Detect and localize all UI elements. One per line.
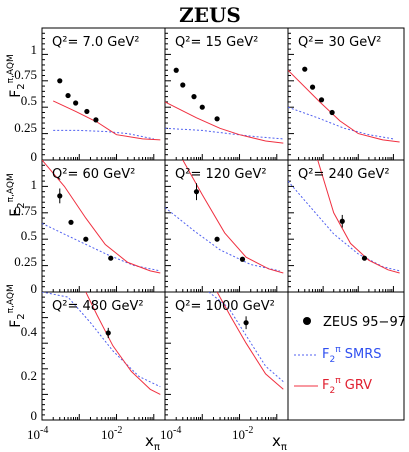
data-point <box>65 92 71 99</box>
x-tick-label: 10-4 <box>160 425 181 442</box>
legend-grv-label: F2π GRV <box>322 376 372 396</box>
legend-smrs-label: F2π SMRS <box>322 345 382 365</box>
legend-data-label: ZEUS 95−97 <box>323 315 406 330</box>
y-axis-label-top: F2π,AQM <box>6 54 27 98</box>
figure-title: ZEUS <box>179 3 241 27</box>
smrs-curve <box>165 127 284 140</box>
panel: Q²= 60 GeV² <box>41 159 166 293</box>
svg-text:F2π,AQM: F2π,AQM <box>6 54 27 98</box>
data-point <box>361 255 368 261</box>
data-point <box>57 193 63 199</box>
y-tick-label: 1 <box>31 177 38 192</box>
y-tick-label: 0.2 <box>21 368 37 383</box>
panel-frame <box>164 291 289 421</box>
smrs-curve <box>288 180 400 272</box>
y-tick-label: 0.75 <box>14 67 37 82</box>
data-point <box>173 67 179 73</box>
grv-curve <box>165 101 284 144</box>
panel-frame <box>287 159 405 293</box>
y-tick-label: 0 <box>31 149 38 164</box>
data-point <box>191 94 197 100</box>
data-point <box>339 218 345 224</box>
x-tick-label: 10-2 <box>232 425 253 442</box>
q2-label: Q²= 480 GeV² <box>52 299 144 314</box>
q2-label: Q²= 30 GeV² <box>298 35 381 50</box>
q2-label: Q²= 1000 GeV² <box>175 299 275 314</box>
x-axis-label-left: xπ <box>145 432 160 452</box>
legend: ZEUS 95−97 F2π SMRS F2π GRV <box>294 315 406 396</box>
svg-text:xπ: xπ <box>272 432 287 452</box>
q2-label: Q²= 120 GeV² <box>175 167 267 182</box>
y-tick-label: 0.25 <box>14 120 37 135</box>
grv-curve <box>317 160 400 274</box>
data-point <box>73 100 79 106</box>
smrs-curve <box>42 292 161 388</box>
data-point <box>239 256 246 262</box>
data-point <box>83 236 89 242</box>
data-point <box>199 104 205 110</box>
svg-text:F2π,AQM: F2π,AQM <box>6 173 27 217</box>
y-tick-labels-middle: 1 0.75 0.5 0.25 0 <box>14 177 37 296</box>
panel: Q²= 480 GeV² <box>41 291 166 421</box>
panel: Q²= 15 GeV² <box>164 27 289 161</box>
data-point <box>180 82 186 88</box>
y-tick-label: 0.4 <box>21 324 38 339</box>
panel: Q²= 120 GeV² <box>164 159 289 293</box>
x-axis-label-right: xπ <box>272 432 287 452</box>
y-tick-label: 0.25 <box>14 254 37 269</box>
smrs-curve <box>42 222 161 272</box>
smrs-curve <box>288 106 394 140</box>
grv-curve <box>52 100 161 141</box>
y-tick-label: 1 <box>31 42 38 57</box>
q2-label: Q²= 60 GeV² <box>52 167 135 182</box>
y-tick-label: 0 <box>31 408 38 423</box>
grv-curve <box>42 160 161 274</box>
data-point <box>318 97 325 103</box>
data-point <box>243 320 249 326</box>
panels: Q²= 7.0 GeV² Q²= 15 GeV² Q²= 30 GeV² Q²= 60… <box>41 27 405 421</box>
data-point <box>68 219 74 225</box>
data-point <box>302 66 308 72</box>
x-tick-label: 10-2 <box>101 425 122 442</box>
grv-curve <box>182 160 284 274</box>
panel: Q²= 1000 GeV² <box>164 291 289 421</box>
y-tick-label: 0 <box>31 281 38 296</box>
y-tick-label: 0.75 <box>14 203 37 218</box>
svg-text:F2π,AQM: F2π,AQM <box>6 284 27 328</box>
grv-curve <box>216 292 284 390</box>
x-tick-labels: 10-4 10-2 10-4 10-2 <box>27 425 253 442</box>
data-point <box>193 189 200 195</box>
y-axis-label-middle: F2π,AQM <box>6 173 27 217</box>
data-point <box>309 84 316 90</box>
y-tick-labels-top: 1 0.75 0.5 0.25 0 <box>14 42 37 164</box>
panel: Q²= 30 GeV² <box>287 27 405 161</box>
y-tick-label: 0.5 <box>21 228 37 243</box>
data-point <box>108 255 114 261</box>
q2-label: Q²= 7.0 GeV² <box>52 35 139 50</box>
panel: Q²= 7.0 GeV² <box>41 27 166 161</box>
q2-label: Q²= 240 GeV² <box>298 167 390 182</box>
legend-data-marker <box>303 317 311 325</box>
smrs-curve <box>53 129 154 140</box>
q2-label: Q²= 15 GeV² <box>175 35 258 50</box>
data-point <box>93 117 99 123</box>
y-tick-label: 0.5 <box>21 93 37 108</box>
grv-curve <box>85 292 161 395</box>
y-axis-label-bottom: F2π,AQM <box>6 284 27 328</box>
smrs-curve <box>165 207 280 272</box>
data-point <box>84 108 90 115</box>
grv-curve <box>288 69 400 143</box>
y-tick-labels-bottom: 0.4 0.2 0 <box>21 324 38 423</box>
x-tick-label: 10-4 <box>27 425 48 442</box>
svg-text:xπ: xπ <box>145 432 160 452</box>
data-point <box>214 236 220 242</box>
data-point <box>214 116 220 122</box>
data-point <box>329 109 335 116</box>
data-point <box>105 330 111 336</box>
smrs-curve <box>208 292 284 382</box>
panel: Q²= 240 GeV² <box>287 159 405 293</box>
data-point <box>57 78 63 84</box>
